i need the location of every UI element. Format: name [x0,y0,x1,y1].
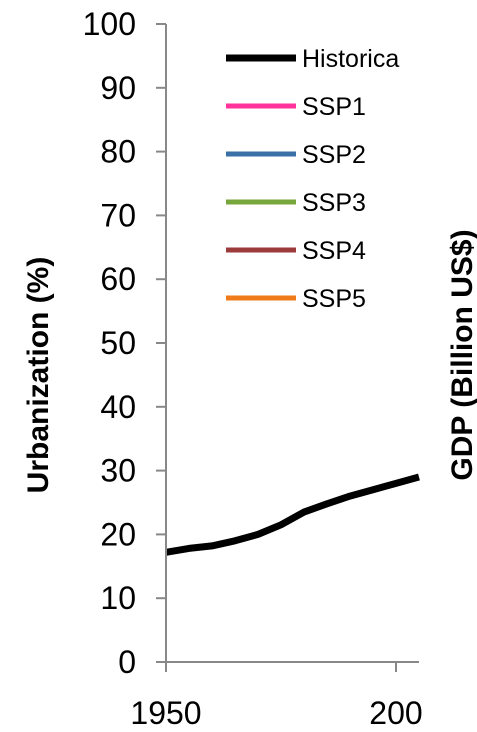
y-tick-label: 50 [100,325,136,361]
y2-axis-title: GDP (Billion US$) [446,229,477,480]
y-tick-label: 0 [118,644,136,680]
y-tick-label: 60 [100,261,136,297]
y-tick-label: 70 [100,197,136,233]
legend-label: SSP3 [302,189,366,217]
x-tick-labels: 1950 200 [130,695,422,731]
y-tick-label: 80 [100,134,136,170]
legend-label: Historica [302,45,399,73]
y-tick-label: 100 [83,6,136,42]
y-tick-label: 30 [100,453,136,489]
axes [156,23,419,672]
x-tick-label: 200 [369,695,422,731]
legend: Historica SSP1 SSP2 SSP3 SSP4 SSP5 [226,45,399,313]
y-tick-label: 90 [100,70,136,106]
y-tick-label: 10 [100,580,136,616]
legend-label: SSP4 [302,237,366,265]
y-tick-label: 40 [100,389,136,425]
legend-label: SSP1 [302,93,366,121]
y-axis-title: Urbanization (%) [22,257,55,494]
y-tick-label: 20 [100,516,136,552]
legend-label: SSP2 [302,141,366,169]
x-tick-label: 1950 [130,695,201,731]
y-tick-labels: 0 10 20 30 40 50 60 70 80 90 100 [83,6,136,680]
legend-label: SSP5 [302,285,366,313]
series-line-historica [165,473,420,556]
plot-series-layer [165,473,420,556]
